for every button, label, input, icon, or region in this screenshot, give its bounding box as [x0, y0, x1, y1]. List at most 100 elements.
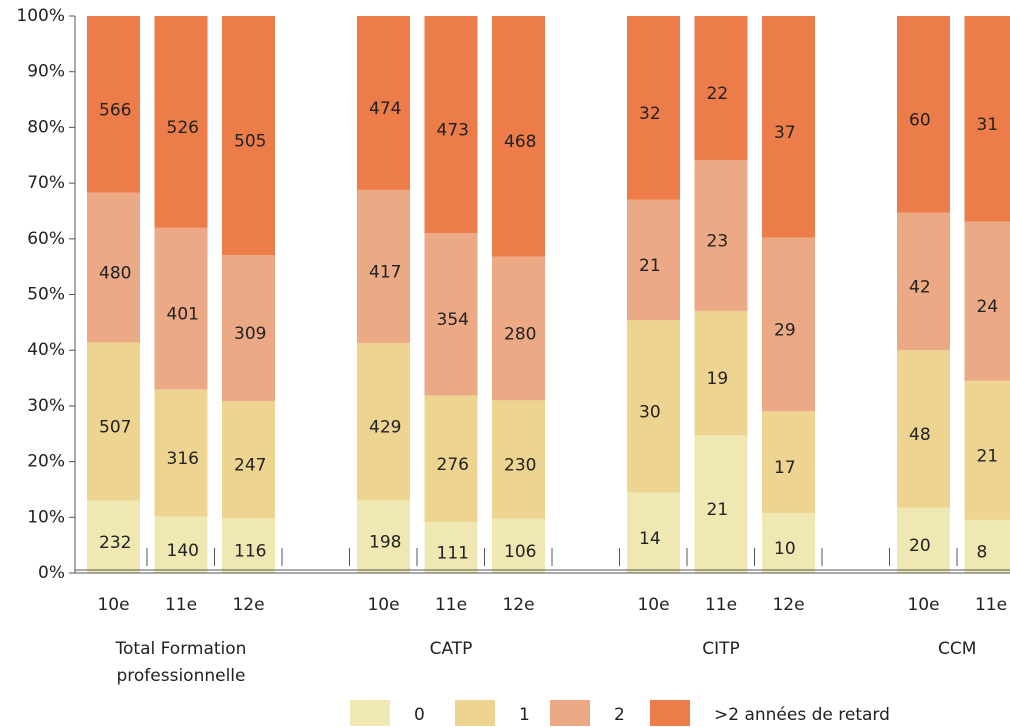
bar-segment — [154, 516, 208, 573]
data-label: 354 — [437, 310, 469, 330]
bar-segment — [222, 518, 275, 573]
data-label: 309 — [234, 324, 266, 344]
x-tick-label: 11e — [435, 595, 467, 615]
bar-segment — [357, 16, 410, 190]
bar-segment — [357, 500, 410, 573]
x-tick-label: 10e — [907, 595, 939, 615]
data-label: 30 — [639, 402, 661, 422]
data-label: 21 — [639, 256, 661, 276]
data-label: 29 — [774, 320, 796, 340]
legend-label: >2 années de retard — [714, 705, 890, 725]
y-tick-label: 0% — [38, 563, 65, 583]
bar-segment — [694, 310, 748, 436]
x-tick-label: 11e — [975, 595, 1007, 615]
data-label: 20 — [909, 536, 931, 556]
y-tick-label: 100% — [16, 6, 65, 26]
y-tick-label: 50% — [27, 285, 65, 305]
bar-segment — [964, 380, 1010, 520]
data-label: 31 — [977, 115, 999, 135]
data-label: 429 — [369, 418, 401, 438]
data-label: 230 — [504, 455, 536, 475]
bar-segment — [424, 395, 478, 523]
bar-segment — [492, 256, 545, 401]
bar-segment — [222, 16, 275, 255]
data-label: 507 — [99, 418, 131, 438]
bar-segment — [357, 342, 410, 501]
bar-segment — [424, 522, 478, 573]
data-label: 22 — [707, 84, 729, 104]
x-tick-label: 11e — [165, 595, 197, 615]
group-label: CCM — [938, 639, 977, 659]
data-label: 21 — [707, 500, 729, 520]
y-tick-label: 10% — [27, 507, 65, 527]
bar-segment — [87, 342, 140, 501]
bar-segment — [897, 212, 950, 351]
legend-label: 2 — [614, 705, 625, 725]
bar-segment — [154, 389, 208, 517]
data-label: 280 — [504, 324, 536, 344]
bar-segment — [87, 192, 140, 343]
data-label: 480 — [99, 264, 131, 284]
y-tick-label: 40% — [27, 340, 65, 360]
data-label: 19 — [707, 369, 729, 389]
data-label: 8 — [977, 542, 988, 562]
data-label: 526 — [167, 118, 199, 138]
data-label: 505 — [234, 131, 266, 151]
data-label: 60 — [909, 110, 931, 130]
x-tick-label: 11e — [705, 595, 737, 615]
y-tick-label: 80% — [27, 117, 65, 137]
bar-segment — [964, 16, 1010, 222]
data-label: 417 — [369, 262, 401, 282]
bar-segment — [627, 199, 680, 321]
data-label: 10 — [774, 539, 796, 559]
bar-segment — [87, 500, 140, 573]
data-label: 42 — [909, 277, 931, 297]
data-label: 401 — [167, 305, 199, 325]
data-label: 232 — [99, 533, 131, 553]
y-tick-label: 30% — [27, 396, 65, 416]
bar-segment — [627, 320, 680, 493]
bar-segment — [424, 233, 478, 396]
x-tick-label: 10e — [97, 595, 129, 615]
bar-segment — [222, 254, 275, 402]
bar-segment — [694, 16, 748, 161]
bar-segment — [154, 227, 208, 390]
bar-segment — [762, 237, 815, 412]
legend-swatch — [650, 700, 690, 726]
bar-segment — [762, 411, 815, 514]
legend-label: 0 — [414, 705, 425, 725]
bar-segment — [492, 400, 545, 519]
group-label: CATP — [429, 639, 473, 659]
data-label: 473 — [437, 121, 469, 141]
data-label: 198 — [369, 533, 401, 553]
bar-segment — [222, 401, 275, 519]
data-label: 14 — [639, 529, 661, 549]
data-label: 106 — [504, 542, 536, 562]
bar-segment — [694, 435, 748, 573]
data-label: 468 — [504, 132, 536, 152]
bar-segment — [762, 513, 815, 573]
y-tick-label: 70% — [27, 173, 65, 193]
bar-segment — [154, 16, 208, 228]
data-label: 474 — [369, 99, 401, 119]
data-label: 566 — [99, 100, 131, 120]
y-tick-label: 20% — [27, 452, 65, 472]
bar-segment — [492, 518, 545, 573]
group-label: Total Formation professionnelle — [115, 639, 247, 686]
legend-swatch — [455, 700, 495, 726]
data-label: 37 — [774, 123, 796, 143]
legend-label: 1 — [519, 705, 530, 725]
data-label: 111 — [437, 544, 469, 564]
data-label: 21 — [977, 446, 999, 466]
group-label: CITP — [702, 639, 740, 659]
legend-swatch — [550, 700, 590, 726]
x-tick-label: 12e — [772, 595, 804, 615]
data-label: 276 — [437, 455, 469, 475]
bar-segment — [424, 16, 478, 234]
data-label: 316 — [167, 449, 199, 469]
y-tick-label: 60% — [27, 229, 65, 249]
bar-segment — [694, 160, 748, 311]
bar-segment — [897, 16, 950, 213]
